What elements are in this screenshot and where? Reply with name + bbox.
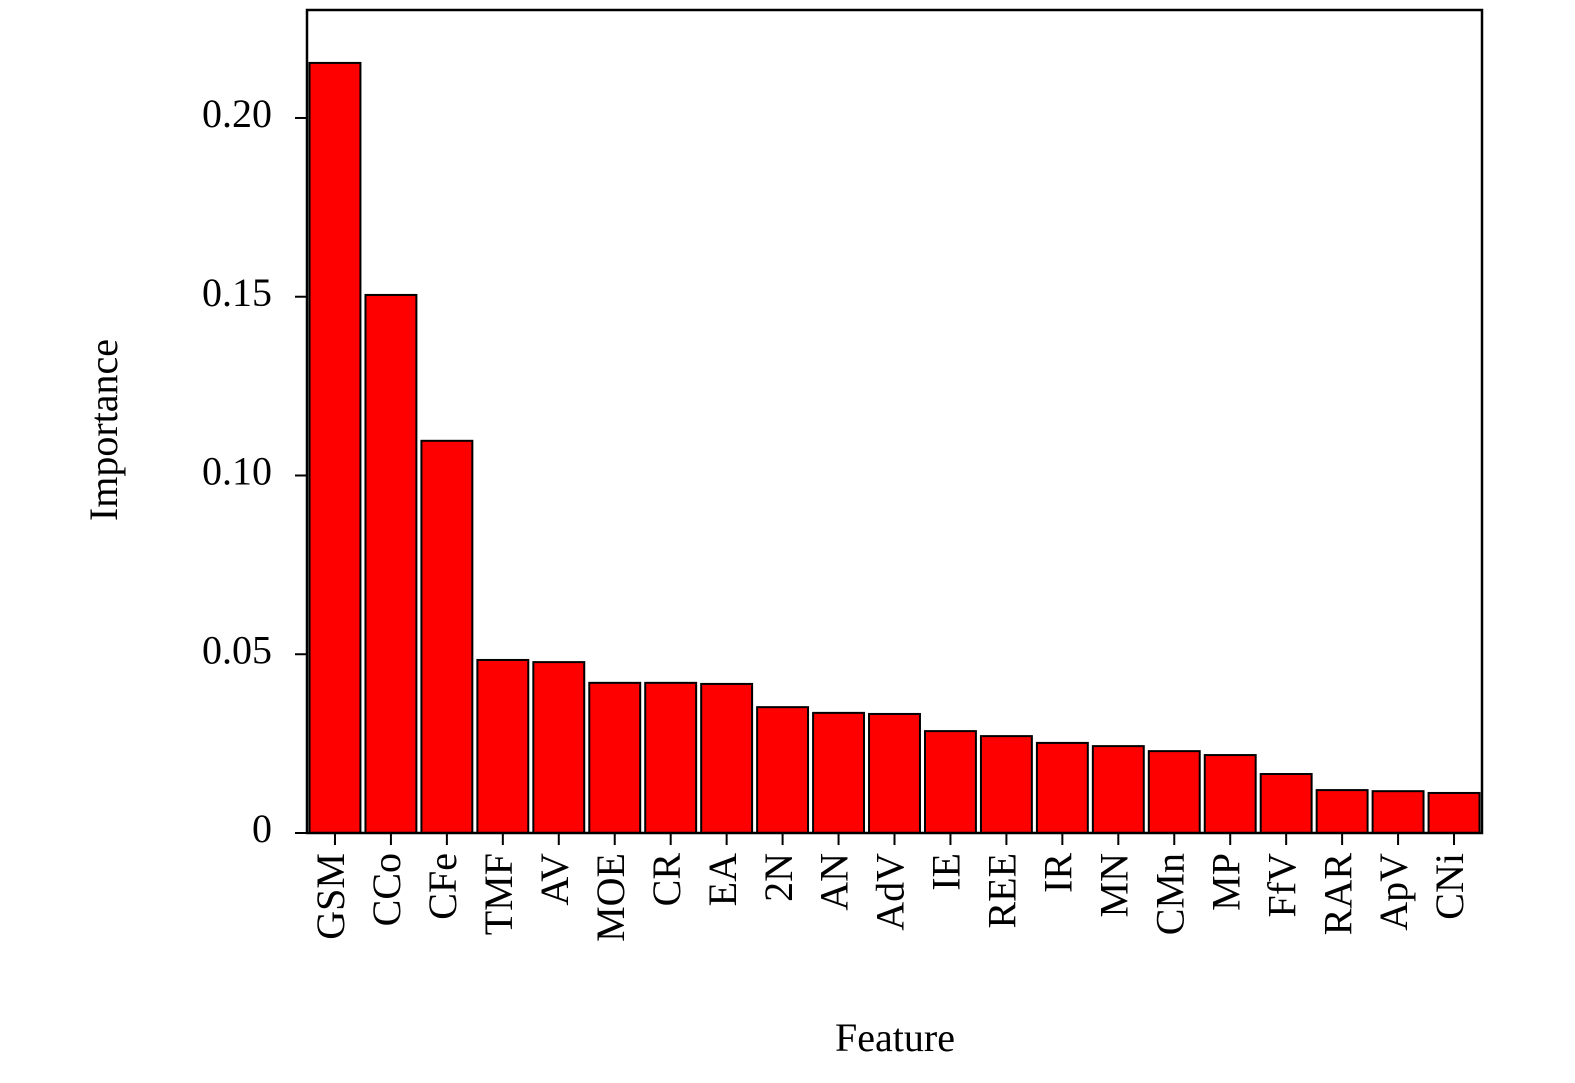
x-tick-label: AN bbox=[812, 853, 857, 911]
bar bbox=[1315, 789, 1369, 835]
x-tick-label: GSM bbox=[308, 853, 353, 940]
bar bbox=[1091, 745, 1145, 834]
x-tick-label: CR bbox=[644, 853, 689, 907]
bar bbox=[700, 682, 754, 834]
bar bbox=[532, 661, 586, 834]
bar bbox=[756, 706, 810, 835]
x-tick-label: IE bbox=[924, 853, 969, 891]
x-tick-label: 2N bbox=[756, 853, 801, 902]
x-axis-label: Feature bbox=[835, 1015, 955, 1060]
x-tick-label: CMn bbox=[1147, 853, 1192, 935]
bar bbox=[420, 439, 474, 834]
y-tick-label: 0.15 bbox=[202, 270, 272, 315]
x-tick-label: MP bbox=[1203, 853, 1248, 911]
bar bbox=[812, 711, 866, 834]
bar bbox=[644, 681, 698, 835]
x-tick-label: AV bbox=[532, 853, 577, 906]
bar bbox=[1427, 791, 1481, 835]
bar bbox=[1371, 790, 1425, 834]
bar bbox=[476, 658, 530, 834]
bar bbox=[1259, 773, 1313, 835]
bar bbox=[1147, 750, 1201, 835]
bar bbox=[923, 730, 977, 834]
y-tick-label: 0.10 bbox=[202, 449, 272, 494]
x-tick-label: AdV bbox=[868, 853, 913, 931]
y-tick-label: 0.20 bbox=[202, 91, 272, 136]
y-axis-label: Importance bbox=[81, 339, 126, 521]
x-tick-label: CCo bbox=[364, 853, 409, 926]
x-tick-label: MN bbox=[1091, 853, 1136, 917]
x-tick-label: REE bbox=[980, 853, 1025, 929]
x-tick-label: EA bbox=[700, 853, 745, 906]
bar bbox=[979, 735, 1033, 835]
plot-frame bbox=[305, 8, 1484, 835]
bar bbox=[868, 712, 921, 835]
x-tick-label: IR bbox=[1036, 853, 1081, 893]
x-tick-label: FfV bbox=[1259, 853, 1304, 918]
bar bbox=[1203, 754, 1257, 835]
x-tick-label: CNi bbox=[1427, 853, 1472, 920]
bar bbox=[1035, 741, 1089, 835]
x-tick-label: MOE bbox=[588, 853, 633, 942]
bar bbox=[364, 293, 418, 834]
y-tick-label: 0 bbox=[252, 806, 272, 851]
y-tick-label: 0.05 bbox=[202, 627, 272, 672]
x-tick-label: CFe bbox=[420, 853, 465, 920]
x-tick-label: ApV bbox=[1371, 853, 1416, 931]
x-tick-label: TMF bbox=[476, 853, 521, 935]
bar bbox=[308, 61, 362, 835]
x-tick-label: RAR bbox=[1315, 853, 1360, 936]
bar bbox=[588, 681, 642, 835]
